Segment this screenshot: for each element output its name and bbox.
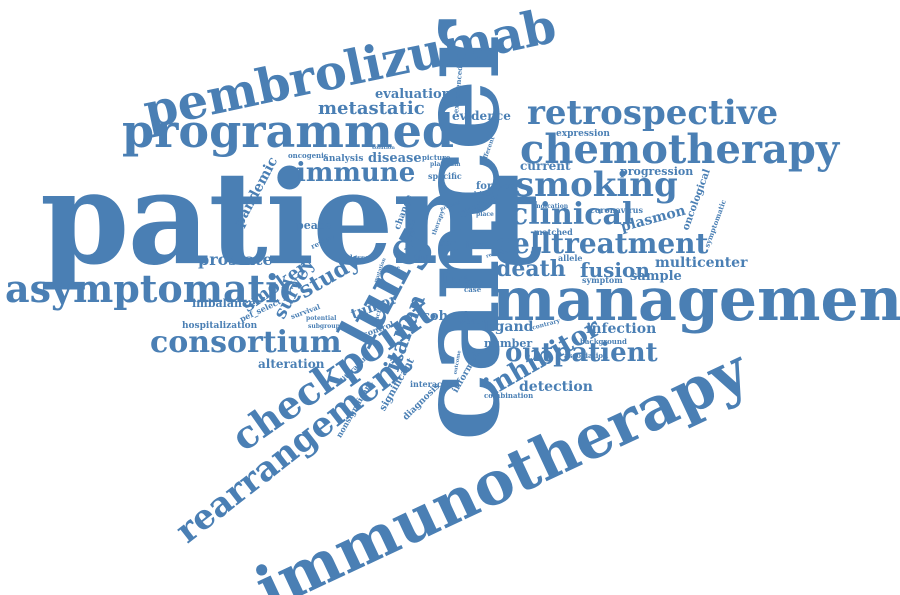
word-clinical: clinical [510, 197, 634, 232]
word-immune: immune [296, 158, 416, 188]
word-allele: allele [558, 253, 583, 263]
word-copy: copy [466, 277, 484, 286]
word-specific: specific [428, 171, 462, 181]
word-lesson: lesson [350, 253, 375, 262]
word-prostate: prostate [198, 250, 273, 269]
word-symptomatic: symptomatic [702, 198, 728, 249]
word-programmed: programmed [122, 104, 455, 158]
word-disease: disease [368, 151, 422, 166]
word-progression: progression [620, 165, 694, 178]
word-former: former [476, 181, 515, 192]
word-case: case [464, 285, 482, 294]
word-unit: unit [414, 253, 431, 262]
word-medical: medical [460, 319, 487, 326]
word-metastatic: metastatic [318, 98, 425, 119]
word-hospitalization: hospitalization [182, 321, 258, 331]
word-death: death [496, 256, 566, 282]
word-subgroup: subgroup [308, 323, 340, 330]
word-ligand: ligand [484, 319, 534, 335]
word-picture: picture [422, 153, 451, 162]
word-patient: patient [40, 144, 542, 294]
word-outpatient: outpatient [505, 338, 658, 368]
word-celltreatment: celltreatment [495, 227, 709, 260]
word-driven: driven [472, 191, 494, 198]
word-infection: infection [586, 321, 657, 337]
word-type: type [388, 265, 400, 271]
word-management: management [492, 265, 900, 335]
word-solution: solution [372, 145, 395, 151]
word-evidence: evidence [452, 109, 511, 123]
word-cohort: cohort [422, 309, 470, 324]
word-association: association [564, 351, 609, 360]
word-platinum: platinum [430, 161, 461, 168]
word-sample: sample [630, 269, 682, 284]
word-combination: combination [484, 391, 534, 400]
word-smoking: smoking [515, 165, 678, 205]
word-place: place [476, 211, 494, 218]
word-coronavirus: coronavirus [590, 205, 643, 215]
word-icis: icis [466, 241, 484, 251]
word-interaction: interaction [410, 379, 460, 389]
word-line: line [440, 271, 470, 287]
word-indication: indication [534, 203, 569, 210]
word-number: number [484, 337, 533, 350]
word-evaluation: evaluation [375, 87, 452, 102]
word-symptom: symptom [582, 275, 623, 285]
word-alteration: alteration [258, 357, 325, 371]
word-imbalance: imbalance [192, 297, 256, 310]
word-analysis: analysis [323, 154, 364, 164]
word-oncogenic: oncogenic [288, 151, 329, 160]
word-fusion: fusion [580, 258, 650, 282]
word-asymptomatic: asymptomatic [5, 266, 303, 311]
word-detection: detection [519, 379, 593, 395]
word-multicenter: multicenter [655, 255, 748, 271]
word-retrospective: retrospective [527, 93, 779, 133]
word-potential: potential [306, 315, 337, 322]
word-chemotherapy: chemotherapy [520, 126, 840, 173]
word-consortium: consortium [150, 325, 342, 360]
word-sar: sar [440, 239, 456, 249]
word-matched: matched [534, 227, 573, 237]
word-peace: peace [296, 219, 332, 232]
word-current: current [520, 159, 571, 173]
word-expression: expression [556, 129, 610, 139]
word-background: background [580, 337, 627, 346]
